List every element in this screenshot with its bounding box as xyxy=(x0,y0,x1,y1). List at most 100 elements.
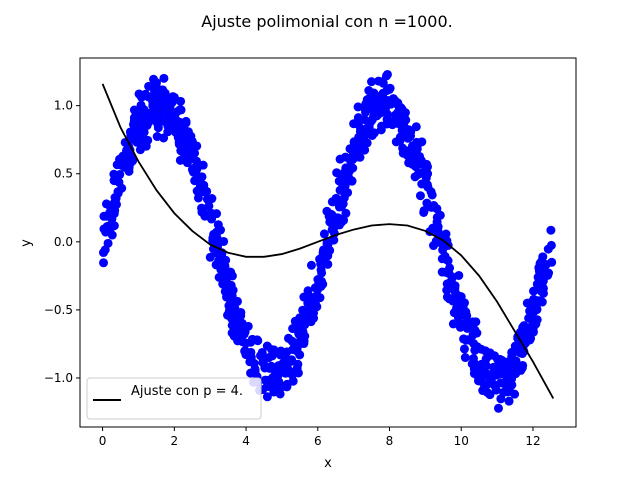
scatter-point xyxy=(314,280,324,290)
scatter-point xyxy=(469,359,479,369)
scatter-point xyxy=(462,311,472,321)
scatter-point xyxy=(205,209,215,219)
scatter-point xyxy=(359,131,369,141)
scatter-point xyxy=(495,354,505,364)
scatter-point xyxy=(537,256,547,266)
scatter-point xyxy=(377,121,387,131)
scatter-point xyxy=(459,344,469,354)
scatter-point xyxy=(332,168,342,178)
scatter-point xyxy=(103,238,113,248)
y-axis-label: y xyxy=(19,239,34,247)
scatter-point xyxy=(204,201,214,211)
y-tick-label: 0.0 xyxy=(54,235,73,249)
scatter-point xyxy=(506,366,516,376)
scatter-point xyxy=(309,297,319,307)
scatter-point xyxy=(202,186,212,196)
scatter-point xyxy=(227,320,237,330)
legend-label: Ajuste con p = 4. xyxy=(131,384,243,399)
y-tick-label: 0.5 xyxy=(54,167,73,181)
fit-layer xyxy=(101,83,555,399)
scatter-point xyxy=(99,211,109,221)
x-tick-label: 6 xyxy=(314,434,322,448)
scatter-point xyxy=(302,314,312,324)
scatter-point xyxy=(237,337,247,347)
scatter-point xyxy=(253,336,263,346)
scatter-point xyxy=(485,390,495,400)
scatter-point xyxy=(546,240,556,250)
scatter-point xyxy=(478,386,488,396)
scatter-point xyxy=(151,78,161,88)
scatter-point xyxy=(371,98,381,108)
scatter-point xyxy=(526,329,536,339)
scatter-point xyxy=(262,341,272,351)
scatter-point xyxy=(378,78,388,88)
scatter-point xyxy=(365,118,375,128)
scatter-point xyxy=(190,176,200,186)
x-axis-ticks: 0 2 4 6 8 10 12 xyxy=(99,427,541,448)
scatter-point xyxy=(107,214,117,224)
scatter-point xyxy=(367,77,377,87)
x-tick-label: 0 xyxy=(99,434,107,448)
scatter-point xyxy=(198,160,208,170)
scatter-point xyxy=(228,285,238,295)
scatter-point xyxy=(303,286,313,296)
scatter-point xyxy=(159,104,169,114)
scatter-point xyxy=(528,301,538,311)
scatter-point xyxy=(327,225,337,235)
scatter-point xyxy=(338,182,348,192)
scatter-point xyxy=(410,172,420,182)
scatter-point xyxy=(260,375,270,385)
scatter-point xyxy=(470,325,480,335)
scatter-point xyxy=(129,116,139,126)
scatter-point xyxy=(369,128,379,138)
x-tick-label: 12 xyxy=(525,434,540,448)
scatter-point xyxy=(502,375,512,385)
scatter-point xyxy=(211,236,221,246)
scatter-point xyxy=(504,396,514,406)
scatter-point xyxy=(193,193,203,203)
scatter-point xyxy=(461,335,471,345)
scatter-point xyxy=(529,286,539,296)
scatter-point xyxy=(110,193,120,203)
scatter-point xyxy=(258,357,268,367)
scatter-point xyxy=(283,333,293,343)
scatter-point xyxy=(517,363,527,373)
scatter-point xyxy=(407,159,417,169)
scatter-point xyxy=(489,380,499,390)
scatter-point xyxy=(536,286,546,296)
scatter-point xyxy=(463,320,473,330)
scatter-point xyxy=(318,251,328,261)
scatter-point xyxy=(346,152,356,162)
scatter-point xyxy=(143,135,153,145)
scatter-point xyxy=(386,99,396,109)
plot-frame xyxy=(79,57,577,428)
scatter-point xyxy=(142,120,152,130)
plot-area xyxy=(98,69,557,413)
scatter-point xyxy=(98,248,108,258)
fit-line xyxy=(101,83,555,399)
scatter-point xyxy=(174,139,184,149)
scatter-point xyxy=(446,276,456,286)
scatter-point xyxy=(327,197,337,207)
scatter-point xyxy=(163,121,173,131)
y-tick-label: 1.0 xyxy=(54,99,73,113)
scatter-layer xyxy=(98,69,557,413)
scatter-point xyxy=(355,152,365,162)
scatter-point xyxy=(448,319,458,329)
scatter-point xyxy=(397,126,407,136)
scatter-point xyxy=(213,220,223,230)
scatter-point xyxy=(364,103,374,113)
scatter-point xyxy=(444,269,454,279)
scatter-point xyxy=(189,143,199,153)
scatter-point xyxy=(125,145,135,155)
scatter-point xyxy=(165,112,175,122)
scatter-point xyxy=(276,346,286,356)
scatter-point xyxy=(273,380,283,390)
scatter-point xyxy=(323,259,333,269)
scatter-point xyxy=(306,260,316,270)
scatter-point xyxy=(354,115,364,125)
scatter-point xyxy=(143,92,153,102)
scatter-point xyxy=(396,119,406,129)
scatter-point xyxy=(218,279,228,289)
